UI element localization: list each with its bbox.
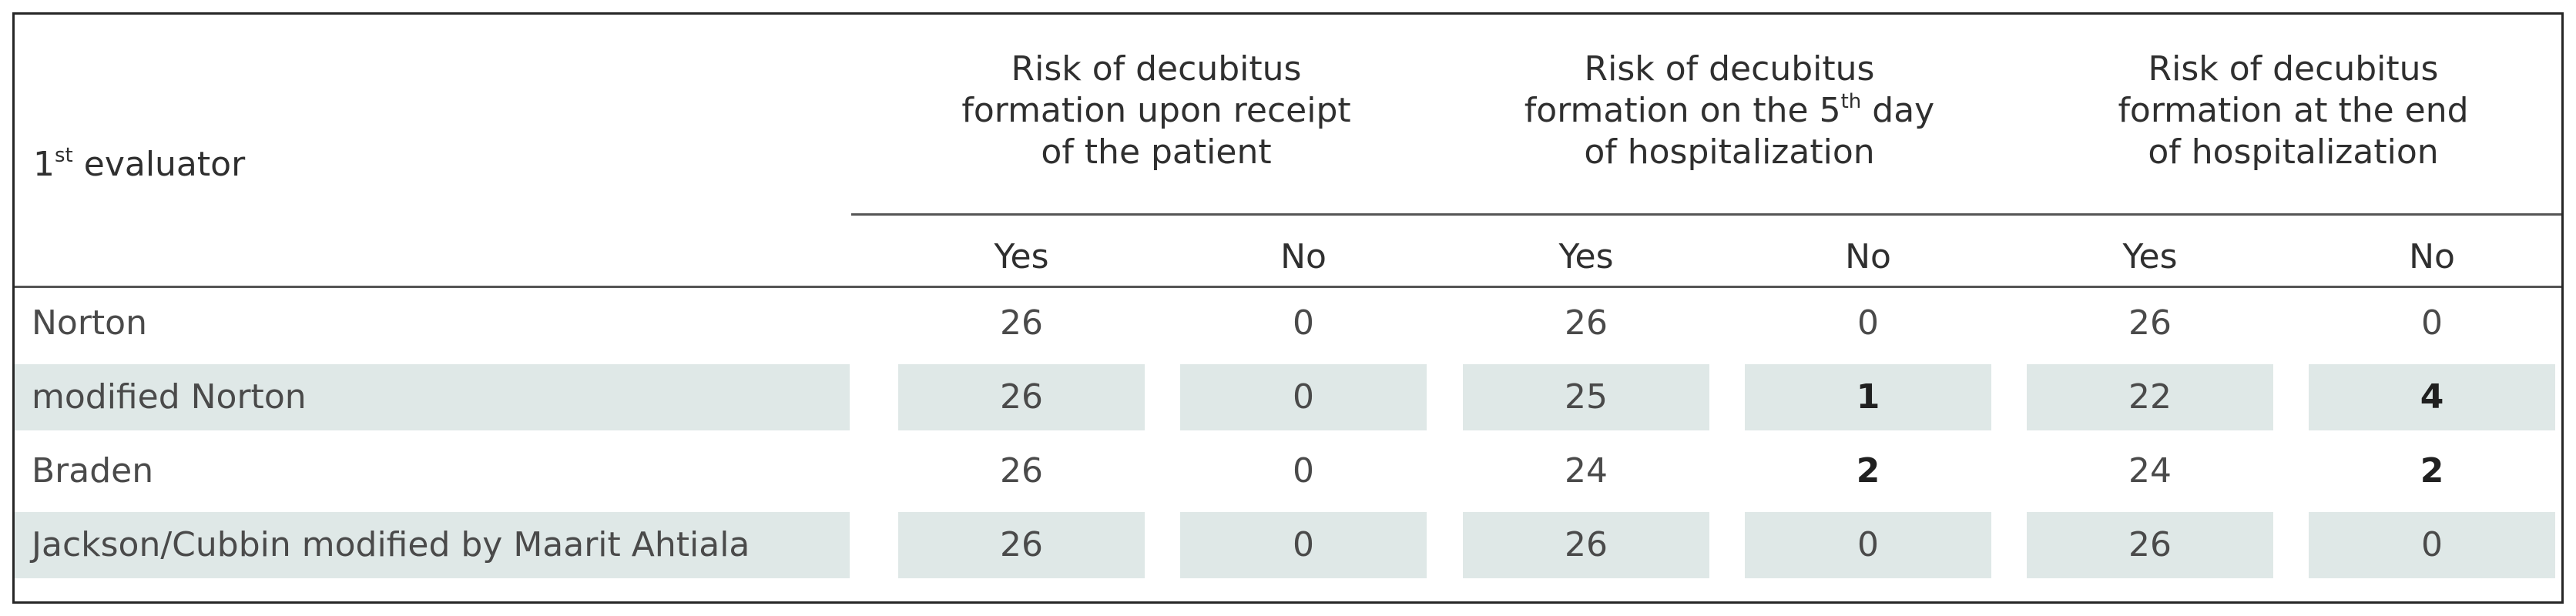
table-row: Jackson/Cubbin modified by Maarit Ahtial…: [15, 512, 2561, 578]
evaluator-number: 1: [33, 145, 55, 184]
row-value: 26: [1463, 512, 1709, 578]
group-header-line-part: formation on the 5: [1524, 91, 1841, 130]
evaluator-header: 1st evaluator: [33, 144, 245, 186]
subheader-no-end: No: [2409, 237, 2455, 276]
evaluator-word: evaluator: [83, 145, 246, 184]
ordinal-suffix: th: [1840, 90, 1862, 114]
row-value: 26: [2027, 512, 2273, 578]
row-value: 24: [2128, 451, 2172, 490]
subheader-yes-receipt: Yes: [994, 237, 1049, 276]
group-header-end: Risk of decubitus formation at the end o…: [2024, 49, 2563, 173]
row-value: 26: [1000, 451, 1043, 490]
group-header-line: Risk of decubitus: [1584, 49, 1875, 89]
row-label: modified Norton: [15, 364, 850, 430]
row-value: 22: [2027, 364, 2273, 430]
row-value: 0: [1293, 303, 1314, 343]
group-header-line: Risk of decubitus: [1011, 49, 1302, 89]
row-value: 2: [2420, 451, 2444, 490]
header-bottom-rule: [15, 286, 2561, 288]
row-label: Jackson/Cubbin modified by Maarit Ahtial…: [15, 512, 850, 578]
subheader-no-day5: No: [1845, 237, 1891, 276]
row-value: 0: [2309, 512, 2555, 578]
table-row: modified Norton 26 0 25 1 22 4: [15, 364, 2561, 430]
group-header-line: formation on the 5th day: [1451, 90, 2008, 132]
row-value: 24: [1565, 451, 1608, 490]
group-header-line: Risk of decubitus: [2148, 49, 2439, 89]
group-header-line: formation at the end: [2118, 91, 2469, 130]
row-value: 25: [1463, 364, 1709, 430]
subheader-no-receipt: No: [1280, 237, 1327, 276]
table-frame: 1st evaluator Risk of decubitus formatio…: [12, 12, 2564, 604]
evaluator-ordinal-suffix: st: [55, 144, 73, 168]
group-header-line-part: day: [1861, 91, 1935, 130]
results-table: 1st evaluator Risk of decubitus formatio…: [15, 15, 2561, 601]
table-row: Braden 26 0 24 2 24 2: [15, 438, 2561, 504]
row-value: 2: [1856, 451, 1880, 490]
row-value: 26: [1000, 303, 1043, 343]
group-underline: [851, 213, 2561, 216]
row-value: 0: [1180, 364, 1427, 430]
row-value: 0: [1293, 451, 1314, 490]
row-value: 0: [1857, 303, 1879, 343]
group-header-day5: Risk of decubitus formation on the 5th d…: [1451, 49, 2008, 173]
row-value: 26: [898, 364, 1145, 430]
row-value: 26: [898, 512, 1145, 578]
group-header-line: of the patient: [1041, 132, 1272, 172]
subheader-yes-day5: Yes: [1558, 237, 1614, 276]
row-value: 0: [1745, 512, 1991, 578]
group-header-line: of hospitalization: [2148, 132, 2439, 172]
row-value: 26: [2128, 303, 2172, 343]
group-header-receipt: Risk of decubitus formation upon receipt…: [877, 49, 1435, 173]
row-value: 0: [1180, 512, 1427, 578]
group-header-line: formation upon receipt: [961, 91, 1351, 130]
row-value: 26: [1565, 303, 1608, 343]
row-value: 0: [2421, 303, 2443, 343]
row-label: Norton: [32, 303, 147, 343]
subheader-yes-end: Yes: [2122, 237, 2178, 276]
row-value: 1: [1745, 364, 1991, 430]
row-value: 4: [2309, 364, 2555, 430]
row-label: Braden: [32, 451, 154, 490]
group-header-line: of hospitalization: [1584, 132, 1875, 172]
table-row: Norton 26 0 26 0 26 0: [15, 290, 2561, 357]
